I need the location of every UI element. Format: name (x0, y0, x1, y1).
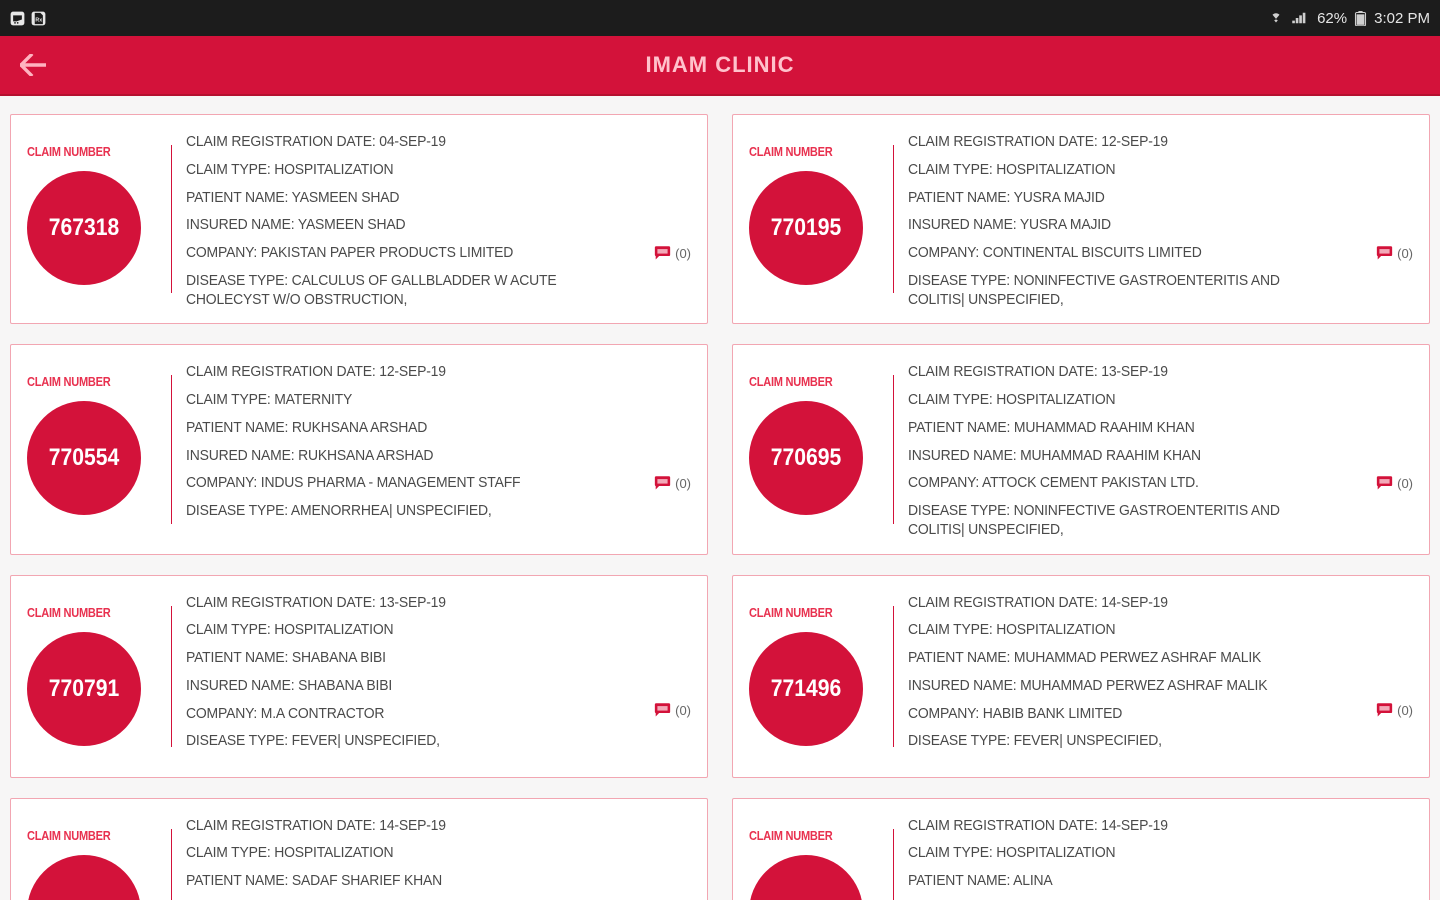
svg-text:Rx: Rx (35, 17, 42, 23)
